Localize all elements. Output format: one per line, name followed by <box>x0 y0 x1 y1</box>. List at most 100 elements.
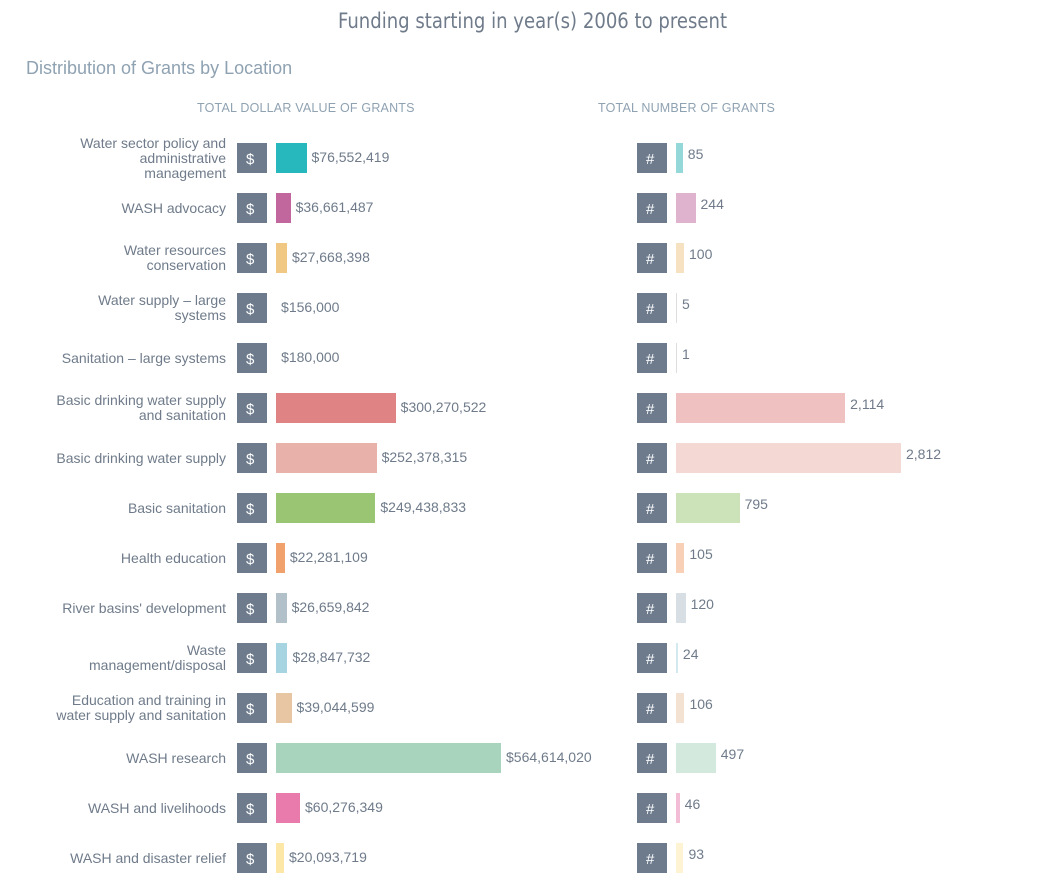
count-bar <box>676 343 677 373</box>
count-badge-icon: # <box>637 243 667 273</box>
dollar-badge-icon: $ <box>237 293 267 323</box>
count-bar <box>676 493 740 523</box>
count-value-label: 106 <box>689 696 713 712</box>
category-label: WASH and livelihoods <box>88 799 226 816</box>
dollar-value-label: $76,552,419 <box>311 149 390 165</box>
category-label: Health education <box>120 549 226 566</box>
dollar-badge-icon: $ <box>237 543 267 573</box>
count-bar <box>676 143 683 173</box>
count-badge-icon: # <box>637 793 667 823</box>
chart-row: Basic drinking water supply and sanitati… <box>0 380 1047 430</box>
count-value-label: 795 <box>744 496 768 512</box>
count-bar <box>676 293 677 323</box>
count-badge-icon: # <box>637 393 667 423</box>
chart-row: WASH advocacy $ $36,661,487 #244 <box>0 180 1047 230</box>
category-label: Waste management/disposal <box>89 642 226 673</box>
category-label: Water resources conservation <box>123 242 226 273</box>
count-badge-icon: # <box>637 143 667 173</box>
count-value-label: 85 <box>687 146 704 162</box>
count-value-label: 100 <box>689 246 713 262</box>
dollar-bar <box>276 493 376 523</box>
dollar-badge-icon: $ <box>237 693 267 723</box>
category-label: WASH research <box>126 749 226 766</box>
chart-row: Waste management/disposal $ $28,847,732 #24 <box>0 630 1047 680</box>
count-bar <box>676 743 716 773</box>
category-label: Education and training in water supply a… <box>56 692 226 723</box>
count-badge-icon: # <box>637 193 667 223</box>
chart-row: WASH and livelihoods $ $60,276,349 #46 <box>0 780 1047 830</box>
dollar-badge-icon: $ <box>237 193 267 223</box>
dollar-badge-icon: $ <box>237 143 267 173</box>
dollar-badge-icon: $ <box>237 843 267 873</box>
count-bar <box>676 393 846 423</box>
count-value-label: 46 <box>684 796 701 812</box>
dollar-badge-icon: $ <box>237 743 267 773</box>
dollar-bar <box>276 643 288 673</box>
dollar-badge-icon: $ <box>237 493 267 523</box>
category-label: Sanitation – large systems <box>61 349 226 366</box>
count-bar <box>676 793 680 823</box>
dollar-bar <box>276 793 301 823</box>
dollar-badge-icon: $ <box>237 393 267 423</box>
count-bar <box>676 543 685 573</box>
category-label: Water supply – large systems <box>98 292 226 323</box>
count-badge-icon: # <box>637 293 667 323</box>
category-label: River basins' development <box>62 599 226 616</box>
dollar-value-label: $180,000 <box>281 349 340 365</box>
dollar-value-label: $60,276,349 <box>305 799 383 815</box>
count-badge-icon: # <box>637 543 667 573</box>
dollar-value-label: $26,659,842 <box>291 599 370 615</box>
count-bar <box>676 693 685 723</box>
count-bar <box>676 593 686 623</box>
count-badge-icon: # <box>637 643 667 673</box>
category-label: Water sector policy and administrative m… <box>80 134 226 181</box>
dollar-badge-icon: $ <box>237 593 267 623</box>
dollar-value-label: $156,000 <box>281 299 340 315</box>
dollar-value-label: $249,438,833 <box>380 499 467 515</box>
dollar-bar <box>276 593 287 623</box>
chart-row: WASH research $ $564,614,020 #497 <box>0 730 1047 780</box>
dollar-badge-icon: $ <box>237 643 267 673</box>
count-badge-icon: # <box>637 493 667 523</box>
count-bar <box>676 443 901 473</box>
chart-row: Basic drinking water supply $ $252,378,315… <box>0 430 1047 480</box>
chart-row: Water resources conservation $ $27,668,398… <box>0 230 1047 280</box>
count-badge-icon: # <box>637 343 667 373</box>
count-bar <box>676 193 696 223</box>
count-bar <box>676 243 684 273</box>
section-title: Distribution of Grants by Location <box>26 58 293 78</box>
chart-row: Health education $ $22,281,109 #105 <box>0 530 1047 580</box>
count-value-label: 5 <box>682 296 690 312</box>
dollar-badge-icon: $ <box>237 443 267 473</box>
dollar-bar <box>276 743 501 773</box>
count-badge-icon: # <box>637 743 667 773</box>
count-column-header: TOTAL NUMBER OF GRANTS <box>598 101 776 115</box>
count-value-label: 497 <box>720 746 745 762</box>
chart-row: Sanitation – large systems $ $180,000 #1 <box>0 330 1047 380</box>
dollar-value-label: $22,281,109 <box>289 549 368 565</box>
count-value-label: 244 <box>700 196 724 212</box>
chart-row: Basic sanitation $ $249,438,833 #795 <box>0 480 1047 530</box>
count-bar <box>676 643 678 673</box>
chart-row: Education and training in water supply a… <box>0 680 1047 730</box>
dollar-bar <box>276 693 292 723</box>
category-label: Basic drinking water supply and sanitati… <box>56 392 226 423</box>
dollar-value-label: $28,847,732 <box>292 649 371 665</box>
count-value-label: 1 <box>682 346 690 362</box>
count-value-label: 93 <box>688 846 705 862</box>
dollar-bar <box>276 443 377 473</box>
dollar-badge-icon: $ <box>237 343 267 373</box>
dollar-bar <box>276 193 291 223</box>
dollar-badge-icon: $ <box>237 243 267 273</box>
page-title: Funding starting in year(s) 2006 to pres… <box>337 9 728 33</box>
dollar-bar <box>276 843 284 873</box>
category-label: WASH and disaster relief <box>70 849 226 866</box>
dollar-value-label: $252,378,315 <box>381 449 468 465</box>
category-label: WASH advocacy <box>121 199 226 216</box>
dollar-bar <box>276 143 307 173</box>
count-badge-icon: # <box>637 843 667 873</box>
dollar-value-label: $564,614,020 <box>506 749 592 765</box>
dollar-value-label: $300,270,522 <box>400 399 487 415</box>
dollar-value-label: $39,044,599 <box>296 699 375 715</box>
